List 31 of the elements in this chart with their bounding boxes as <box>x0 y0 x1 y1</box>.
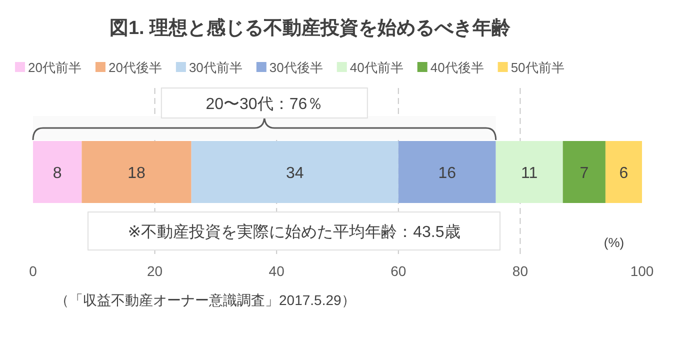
x-tick-label: 100 <box>630 263 654 279</box>
bar <box>82 141 192 203</box>
legend-label: 40代後半 <box>430 60 484 75</box>
bar <box>496 141 563 203</box>
annotation: ※不動産投資を実際に始めた平均年齢：43.5歳 <box>128 223 460 241</box>
data-label: 16 <box>438 165 456 182</box>
x-tick-label: 20 <box>147 263 163 279</box>
text: （「収益不動産オーナー意識調査」2017.5.29） <box>55 292 356 308</box>
legend-label: 20代前半 <box>28 60 82 75</box>
data-label: 7 <box>580 165 589 182</box>
bar <box>33 141 82 203</box>
legend-label: 20代後半 <box>108 60 162 75</box>
x-tick-label: 0 <box>29 263 38 279</box>
band-label: 20〜30代：76％ <box>206 96 324 113</box>
data-label: 8 <box>52 165 62 182</box>
x-tick-label: 60 <box>390 263 406 279</box>
bar <box>562 141 606 203</box>
legend-label: 30代前半 <box>188 60 242 75</box>
bar <box>605 141 642 203</box>
data-label: 18 <box>128 165 146 182</box>
x-axis-title: (%) <box>604 235 624 250</box>
data-label: 11 <box>521 165 538 182</box>
x-tick-label: 40 <box>268 263 285 279</box>
data-label: 6 <box>619 165 628 182</box>
x-tick-label: 80 <box>512 263 528 279</box>
data-label: 34 <box>286 165 304 182</box>
legend-label: 30代後半 <box>269 60 323 75</box>
bar <box>398 141 496 203</box>
legend-label: 40代前半 <box>350 60 404 75</box>
legend-label: 50代前半 <box>510 60 564 75</box>
chart-title: 図1. 理想と感じる不動産投資を始めるべき年齢 <box>109 17 512 39</box>
